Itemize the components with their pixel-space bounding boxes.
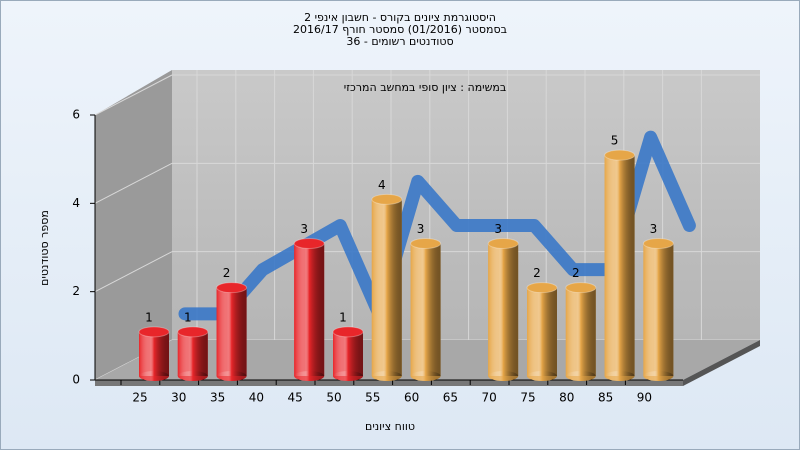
floor-side <box>683 340 760 386</box>
bar-base-front <box>410 371 441 381</box>
x-tick-label: 80 <box>559 391 574 405</box>
x-tick-label: 50 <box>326 391 341 405</box>
title-line: בסמסטר (01/2016) סמסטר חורף 2016/17 <box>293 23 507 36</box>
bar-top <box>177 326 209 338</box>
y-tick-label: 4 <box>72 196 80 210</box>
y-tick-label: 2 <box>72 284 80 298</box>
grid-line <box>94 251 173 293</box>
subtitle: במשימה : ציון סופי במחשב המרכזי <box>344 81 507 94</box>
x-tick-label: 30 <box>171 391 186 405</box>
data-label: 3 <box>494 222 502 236</box>
data-label: 5 <box>611 134 619 148</box>
bar-shade <box>294 243 325 376</box>
bar-base-front <box>488 371 519 381</box>
bar-top <box>487 238 519 249</box>
bar-shade <box>527 287 557 376</box>
bar-base-front <box>643 371 674 381</box>
bar-top <box>642 238 674 249</box>
y-tick-label: 6 <box>72 108 80 122</box>
bar-shade <box>604 155 635 376</box>
title-line: סטודנטים רשומים - 36 <box>346 35 453 48</box>
bar-shade <box>371 199 402 376</box>
bar-shade <box>643 243 674 376</box>
data-label: 1 <box>339 310 347 324</box>
bar-base-front <box>527 371 557 381</box>
x-tick-label: 55 <box>365 391 380 405</box>
x-tick-label: 35 <box>210 391 225 405</box>
bar-top <box>565 282 597 294</box>
data-label: 1 <box>184 310 192 324</box>
bar-base-front <box>177 371 208 381</box>
data-label: 2 <box>572 266 580 280</box>
bar-base-front <box>216 371 247 381</box>
bar-base-front <box>565 371 596 381</box>
data-label: 2 <box>533 266 541 280</box>
x-tick-label: 25 <box>132 391 147 405</box>
data-label: 4 <box>378 178 386 192</box>
bar-top <box>371 193 403 205</box>
grid-line <box>94 74 173 116</box>
x-tick-label: 45 <box>288 391 303 405</box>
bar-shade <box>177 331 208 376</box>
title: היסטוגרמת ציונים בקורס - חשבון אינפי 2בס… <box>293 11 507 48</box>
bar-shade <box>488 243 519 376</box>
bar-base-front <box>604 371 635 381</box>
x-axis-label: טווח ציונים <box>365 420 415 433</box>
bar-top <box>293 238 325 249</box>
x-tick-label: 90 <box>637 391 652 405</box>
bar-top <box>216 282 248 294</box>
data-label: 3 <box>650 222 658 236</box>
title-line: היסטוגרמת ציונים בקורס - חשבון אינפי 2 <box>304 11 496 24</box>
bar-base-front <box>294 371 325 381</box>
data-label: 3 <box>417 222 425 236</box>
x-tick-label: 60 <box>404 391 419 405</box>
bar-top <box>604 149 636 161</box>
x-tick-label: 40 <box>249 391 264 405</box>
data-label: 1 <box>145 310 153 324</box>
bar-base-front <box>333 371 363 381</box>
bar-shade <box>333 331 363 376</box>
y-axis-label: מספר סטודנטים <box>38 210 51 286</box>
floor-edge <box>95 380 683 386</box>
x-tick-label: 75 <box>520 391 535 405</box>
bar-top <box>410 238 442 249</box>
bar-top <box>526 282 558 294</box>
data-label: 2 <box>223 266 231 280</box>
bar-shade <box>139 331 169 376</box>
bar-base-front <box>139 371 169 381</box>
y-tick-label: 0 <box>72 373 80 387</box>
x-tick-label: 65 <box>443 391 458 405</box>
bar-shade <box>565 287 596 376</box>
left-wall <box>95 70 172 380</box>
bar-base-front <box>371 371 402 381</box>
x-tick-label: 85 <box>598 391 613 405</box>
bar-shade <box>410 243 441 376</box>
bar-top <box>138 326 170 338</box>
grid-line <box>94 162 173 204</box>
bar-shade <box>216 287 247 376</box>
data-label: 3 <box>300 222 308 236</box>
x-tick-label: 70 <box>482 391 497 405</box>
bar-top <box>332 326 364 338</box>
